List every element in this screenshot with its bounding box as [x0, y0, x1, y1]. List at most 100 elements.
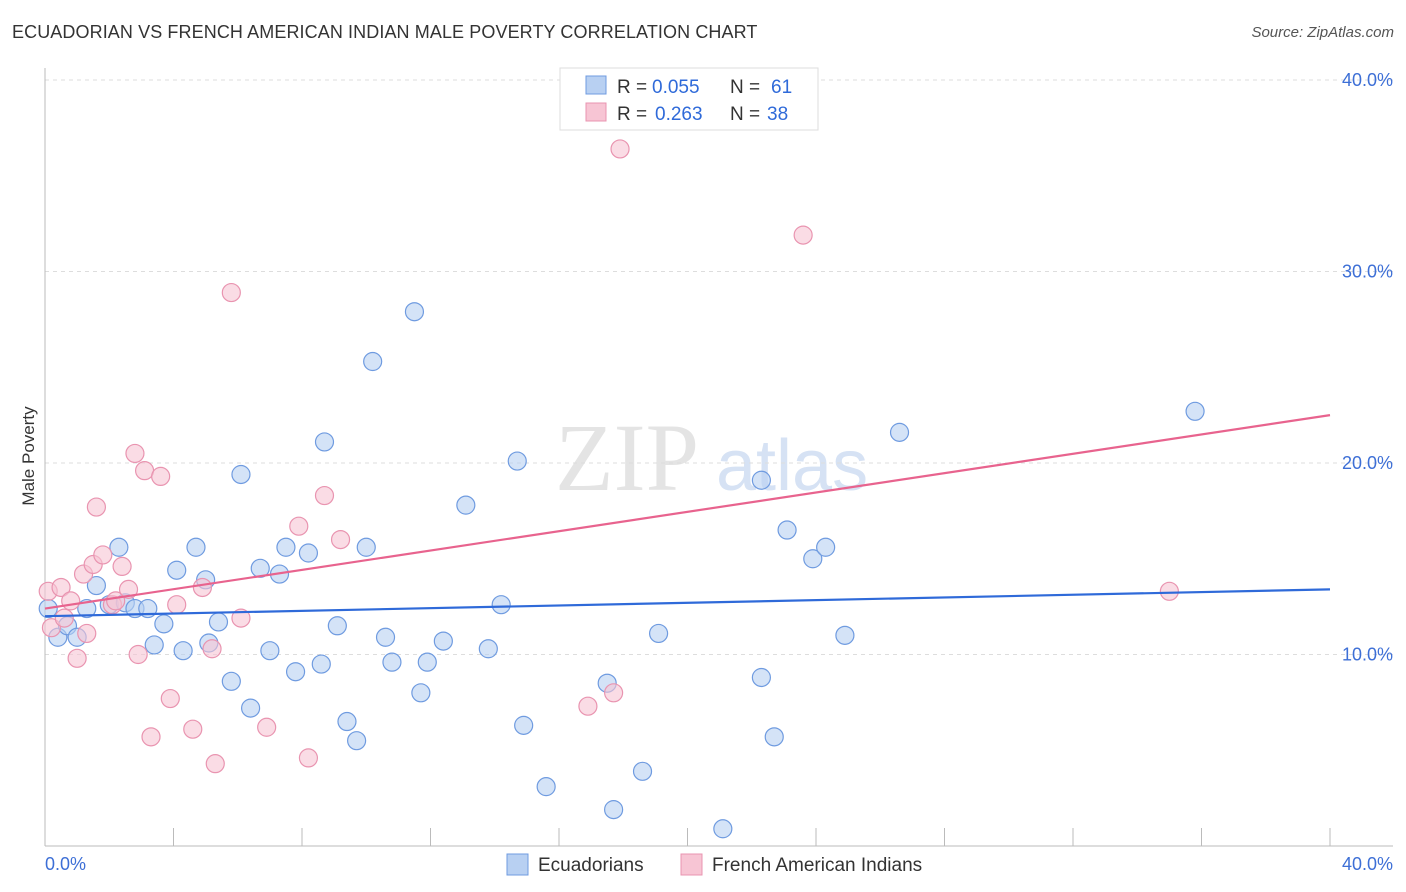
legend-label-french-american-indians: French American Indians — [712, 855, 922, 876]
french-american-indians-point — [118, 579, 139, 599]
ecuadorians-point — [417, 652, 437, 672]
ecuadorians-point — [514, 715, 534, 735]
french-american-indians-point — [1159, 581, 1179, 601]
ecuadorians-point — [314, 432, 335, 452]
source-label: Source: ZipAtlas.com — [1251, 24, 1394, 41]
chart-title: ECUADORIAN VS FRENCH AMERICAN INDIAN MAL… — [12, 22, 758, 42]
ecuadorians-point — [154, 614, 174, 634]
ecuadorians-point — [327, 616, 347, 636]
french-american-indians-point — [330, 529, 351, 550]
french-american-indians-point — [61, 591, 81, 611]
french-american-indians-point — [257, 717, 277, 737]
french-american-indians-point — [67, 648, 87, 668]
ecuadorians-point — [536, 777, 556, 797]
y-axis-label: Male Poverty — [19, 406, 38, 506]
french-american-indians-point — [51, 577, 71, 598]
french-american-indians-point — [86, 497, 107, 517]
legend-r-value: 0.055 — [652, 77, 700, 98]
x-tick-label-min: 0.0% — [45, 854, 86, 874]
ecuadorians-trend-line — [44, 588, 1331, 618]
y-tick-label: 40.0% — [1342, 70, 1393, 90]
ecuadorians-point — [507, 451, 527, 471]
french-american-indians-point — [610, 139, 630, 159]
french-american-indians-point — [231, 608, 251, 628]
ecuadorians-point — [208, 612, 229, 632]
ecuadorians-point — [375, 627, 396, 647]
french-american-indians-trend-line — [44, 414, 1331, 610]
ecuadorians-point — [803, 549, 823, 569]
legend-n-value: 61 — [771, 77, 792, 98]
ecuadorians-point — [777, 520, 797, 540]
ecuadorians-point — [456, 495, 476, 515]
ecuadorians-point — [311, 654, 331, 674]
french-american-indians-point — [167, 595, 187, 615]
ecuadorians-point — [337, 711, 357, 732]
ecuadorians-point — [276, 537, 296, 557]
legend-n-label: N = — [730, 77, 760, 98]
french-american-indians-point — [77, 623, 97, 644]
ecuadorians-point — [144, 635, 164, 655]
legend-swatch-ecuadorians — [506, 853, 529, 876]
french-american-indians-point — [192, 577, 213, 598]
ecuadorians-point — [250, 558, 270, 578]
ecuadorians-point — [260, 641, 280, 661]
french-american-indians-point — [41, 618, 62, 638]
french-american-indians-point — [112, 556, 132, 577]
french-american-indians-point — [604, 683, 624, 703]
french-american-indians-point — [289, 516, 309, 536]
ecuadorians-point — [632, 761, 653, 781]
legend-bottom: Ecuadorians French American Indians — [506, 853, 922, 876]
legend-r-label: R = — [617, 104, 647, 125]
ecuadorians-point — [167, 560, 187, 580]
ecuadorians-point — [648, 623, 669, 644]
french-american-indians-point — [134, 461, 155, 481]
french-american-indians-point — [128, 644, 148, 665]
watermark-atlas: atlas — [716, 426, 868, 506]
ecuadorians-point — [382, 652, 402, 672]
legend-n-label: N = — [730, 104, 760, 125]
legend-swatch-blue — [585, 75, 607, 95]
legend-swatch-pink — [585, 102, 607, 122]
french-american-indians-point — [314, 485, 335, 506]
legend-label-ecuadorians: Ecuadorians — [538, 855, 644, 876]
x-tick-label-max: 40.0% — [1342, 854, 1393, 874]
ecuadorians-point — [363, 351, 383, 372]
ecuadorians-point — [433, 631, 453, 651]
ecuadorians-point — [491, 595, 511, 615]
ecuadorians-point — [889, 422, 910, 442]
ecuadorians-point — [411, 683, 431, 703]
ecuadorians-point — [173, 641, 193, 661]
ecuadorians-point — [356, 537, 376, 557]
french-american-indians-point — [160, 688, 180, 709]
ecuadorians-point — [109, 537, 129, 557]
ecuadorians-point — [751, 667, 771, 688]
y-tick-label: 20.0% — [1342, 453, 1393, 473]
ecuadorians-point — [86, 575, 107, 596]
french-american-indians-point — [793, 225, 813, 245]
ecuadorians-point — [835, 625, 855, 645]
ecuadorians-point — [241, 698, 261, 718]
y-tick-label: 10.0% — [1342, 645, 1393, 665]
legend-swatch-french-american-indians — [680, 853, 703, 876]
french-american-indians-point — [125, 443, 145, 464]
french-american-indians-point — [151, 466, 171, 487]
ecuadorians-point — [478, 639, 498, 659]
ecuadorians-point — [347, 731, 367, 751]
ecuadorians-point — [404, 302, 425, 322]
legend-r-value: 0.263 — [655, 104, 703, 125]
legend-r-label: R = — [617, 77, 647, 98]
french-american-indians-point — [141, 727, 161, 747]
french-american-indians-point — [298, 748, 319, 768]
ecuadorians-point — [713, 819, 733, 839]
ecuadorians-point — [221, 671, 241, 691]
french-american-indians-point — [202, 639, 222, 659]
french-american-indians-point — [221, 282, 241, 303]
legend-top: R = 0.055 N = 61 R = 0.263 N = 38 — [559, 67, 819, 131]
ecuadorians-point — [285, 662, 306, 682]
y-tick-label: 30.0% — [1342, 262, 1393, 282]
french-american-indians-point — [205, 754, 225, 774]
ecuadorians-point — [231, 464, 251, 485]
ecuadorians-point — [764, 727, 784, 747]
